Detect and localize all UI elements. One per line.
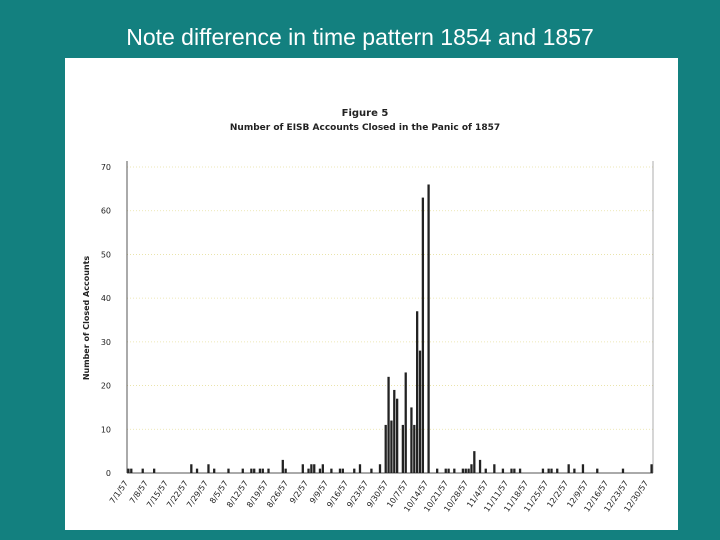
bar bbox=[421, 197, 425, 473]
bar bbox=[378, 464, 382, 473]
y-tick-label: 20 bbox=[101, 382, 111, 391]
bar bbox=[384, 424, 387, 473]
bar bbox=[281, 459, 284, 473]
bar bbox=[547, 468, 550, 473]
bar bbox=[581, 464, 585, 473]
bar bbox=[284, 468, 287, 473]
bar bbox=[207, 464, 210, 473]
bar bbox=[413, 424, 416, 473]
slide-title: Note difference in time pattern 1854 and… bbox=[126, 24, 594, 50]
bar bbox=[650, 464, 653, 473]
bar bbox=[444, 468, 447, 473]
bar bbox=[447, 468, 450, 473]
bar bbox=[261, 468, 264, 473]
bar bbox=[141, 468, 144, 473]
bar bbox=[550, 468, 553, 473]
bar bbox=[596, 468, 599, 473]
y-tick-label: 0 bbox=[106, 469, 111, 478]
bar bbox=[401, 424, 405, 473]
bar bbox=[510, 468, 513, 473]
bar bbox=[330, 468, 333, 473]
bar bbox=[190, 464, 193, 473]
bar bbox=[195, 468, 199, 473]
bar bbox=[301, 464, 304, 473]
y-tick-label: 70 bbox=[101, 163, 111, 172]
bar bbox=[513, 468, 516, 473]
bar bbox=[130, 468, 133, 473]
bar bbox=[484, 468, 487, 473]
bar bbox=[370, 468, 373, 473]
bar bbox=[464, 468, 467, 473]
bar bbox=[416, 311, 419, 473]
chart-title: Figure 5 bbox=[342, 108, 389, 119]
bar bbox=[241, 468, 244, 473]
bar bbox=[427, 184, 430, 473]
chart-subtitle: Number of EISB Accounts Closed in the Pa… bbox=[230, 123, 500, 133]
bar bbox=[267, 468, 270, 473]
bar bbox=[436, 468, 439, 473]
y-tick-label: 50 bbox=[101, 250, 111, 259]
bar bbox=[473, 451, 476, 473]
bar bbox=[478, 459, 482, 473]
bar bbox=[396, 398, 399, 473]
bar bbox=[518, 468, 522, 473]
bar bbox=[227, 468, 230, 473]
bar bbox=[307, 468, 310, 473]
bar bbox=[387, 376, 390, 473]
bar bbox=[470, 464, 473, 473]
bar bbox=[250, 468, 253, 473]
bar bbox=[453, 468, 456, 473]
bar bbox=[390, 420, 393, 473]
bar bbox=[567, 464, 570, 473]
bar bbox=[556, 468, 559, 473]
bar bbox=[393, 389, 396, 473]
bar bbox=[341, 468, 344, 473]
bar bbox=[418, 350, 422, 473]
bar bbox=[310, 464, 313, 473]
y-tick-label: 30 bbox=[101, 338, 111, 347]
bar bbox=[461, 468, 465, 473]
bar bbox=[313, 464, 316, 473]
bar bbox=[153, 468, 156, 473]
y-tick-label: 60 bbox=[101, 207, 111, 216]
y-tick-label: 10 bbox=[101, 425, 111, 434]
bar bbox=[258, 468, 262, 473]
bar bbox=[318, 468, 322, 473]
bar bbox=[404, 372, 407, 473]
bar bbox=[541, 468, 545, 473]
chart-panel bbox=[65, 58, 678, 530]
bar bbox=[493, 464, 496, 473]
bar bbox=[127, 468, 130, 473]
bar bbox=[353, 468, 356, 473]
bar bbox=[573, 468, 576, 473]
bar bbox=[213, 468, 216, 473]
bar bbox=[358, 464, 362, 473]
bar bbox=[501, 468, 505, 473]
chart: Figure 5 Number of EISB Accounts Closed … bbox=[65, 58, 678, 530]
bar bbox=[621, 468, 625, 473]
y-axis-label: Number of Closed Accounts bbox=[82, 256, 91, 381]
bar bbox=[338, 468, 342, 473]
y-tick-label: 40 bbox=[101, 294, 111, 303]
bar bbox=[410, 407, 413, 473]
bar bbox=[253, 468, 256, 473]
bar bbox=[321, 464, 324, 473]
bar bbox=[467, 468, 470, 473]
